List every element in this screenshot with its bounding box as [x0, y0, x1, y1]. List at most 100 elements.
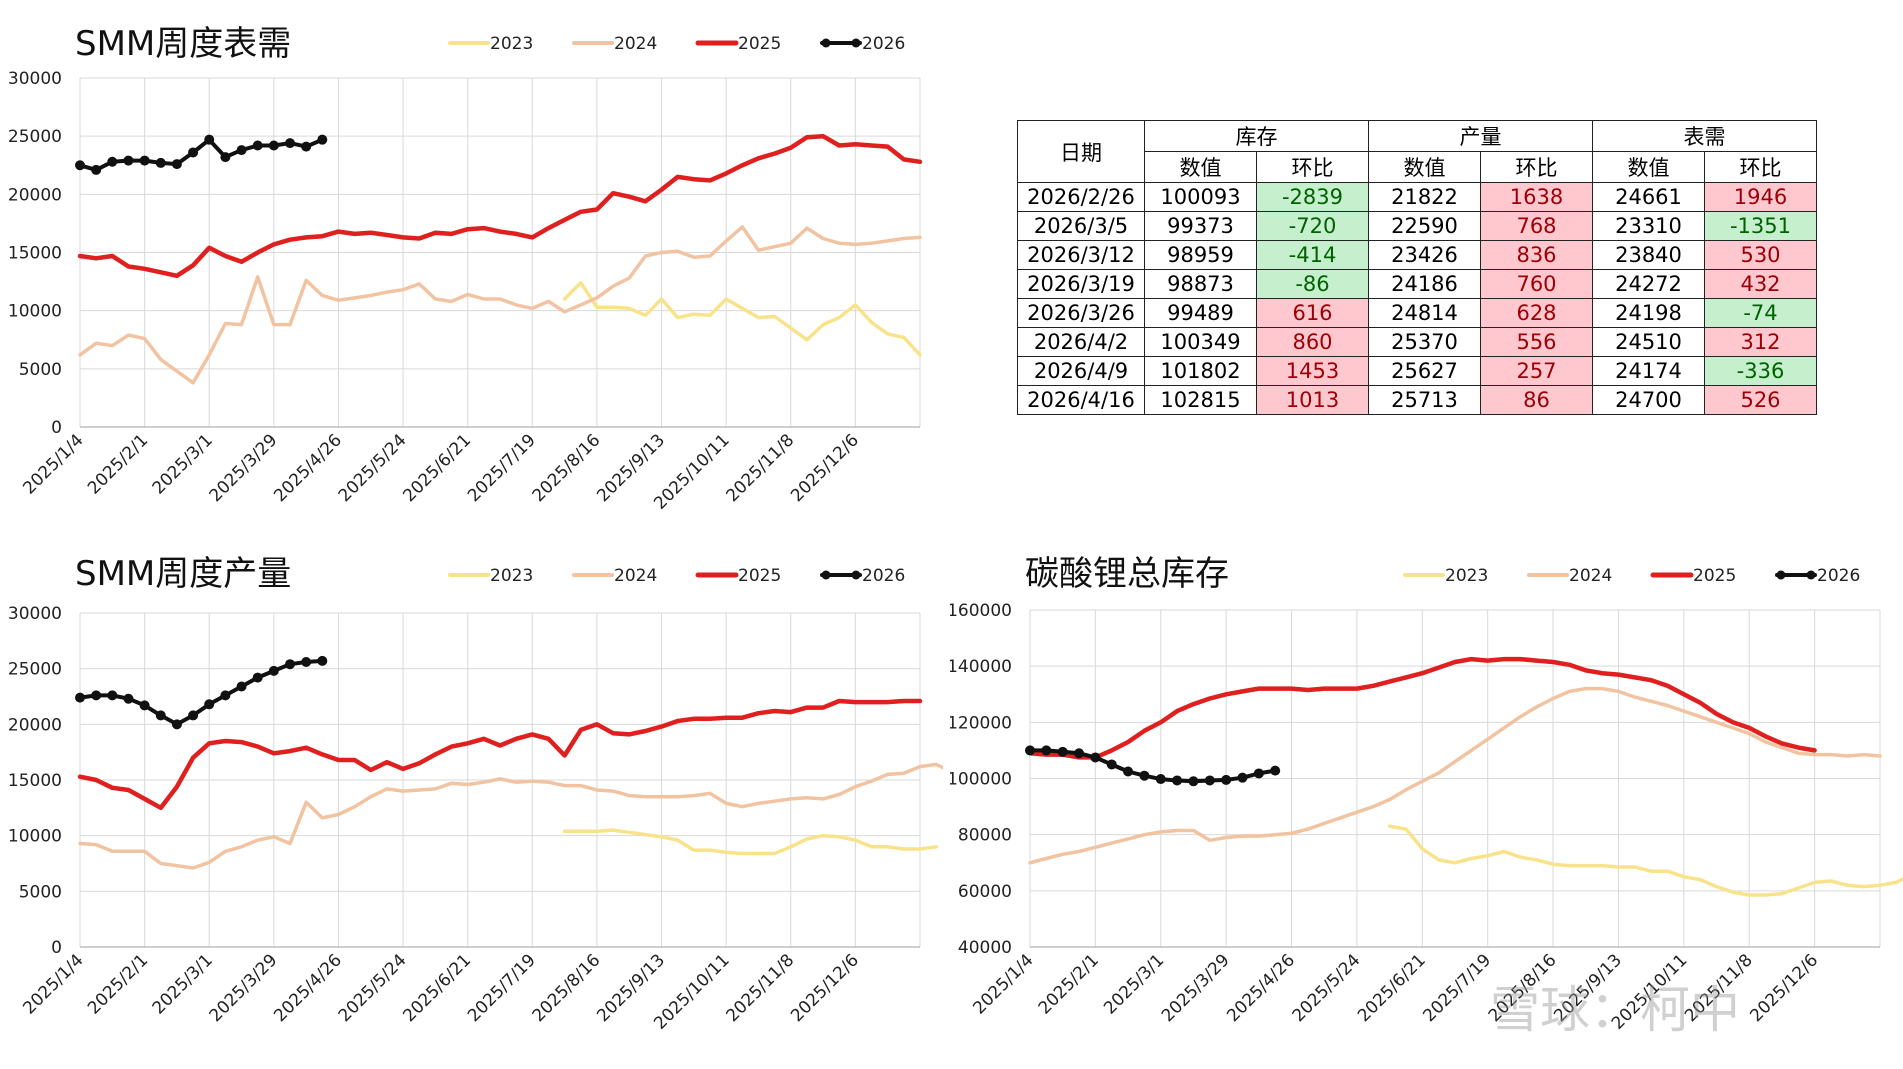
x-tick-label: 2025/6/21	[1354, 950, 1430, 1026]
inv-change: 616	[1256, 298, 1369, 328]
point-2026	[107, 690, 118, 701]
legend-label-2023: 2023	[490, 34, 533, 54]
x-tick-label: 2025/8/16	[529, 950, 605, 1026]
dem-value: 24700	[1592, 385, 1705, 415]
series-line-2024	[78, 762, 955, 870]
legend: 2023 2024 2025 2026	[1403, 566, 1860, 586]
y-tick-label: 10000	[8, 827, 62, 847]
legend-marker	[1776, 570, 1786, 580]
point-2026	[75, 160, 85, 171]
point-2026	[220, 152, 231, 163]
series-line-2025	[1027, 656, 1817, 760]
table-row: 2026/3/19 98873 -86 24186 760 24272 432	[1017, 269, 1817, 299]
point-2026	[1237, 772, 1248, 783]
row-date: 2026/3/5	[1017, 211, 1145, 241]
point-2026	[1139, 770, 1150, 781]
y-tick-label: 160000	[950, 601, 1012, 621]
legend: 2023 2024 2025 2026	[448, 566, 905, 586]
table-row: 2026/3/12 98959 -414 23426 836 23840 530	[1017, 240, 1817, 270]
chart-title: 碳酸锂总库存	[1025, 554, 1229, 594]
dem-value: 24661	[1592, 182, 1705, 212]
x-tick-label: 2025/6/21	[399, 430, 475, 506]
point-2026	[123, 155, 134, 166]
series-line-2025	[77, 133, 923, 279]
inv-value: 99373	[1144, 211, 1257, 241]
table-row: 2026/4/2 100349 860 25370 556 24510 312	[1017, 327, 1817, 357]
point-2026	[285, 138, 295, 149]
x-tick-label: 2025/6/21	[399, 950, 475, 1026]
inv-value: 98873	[1144, 269, 1257, 299]
x-tick-label: 2025/8/16	[529, 430, 605, 506]
chart-panel-demand: SMM周度表需 2023 2024 2025 2026 0 5000 10000 15000 20…	[0, 0, 943, 530]
point-2026	[1221, 774, 1232, 785]
prod-value: 22590	[1368, 211, 1481, 241]
chart-title: SMM周度表需	[75, 24, 291, 64]
inv-value: 102815	[1144, 385, 1257, 415]
x-tick-label: 2025/7/19	[1419, 950, 1495, 1026]
prod-change: 86	[1480, 385, 1593, 415]
x-tick-label: 2025/2/1	[84, 430, 152, 498]
row-date: 2026/4/16	[1017, 385, 1145, 415]
legend-label-2023: 2023	[1445, 566, 1488, 586]
legend-label-2026: 2026	[862, 34, 905, 54]
point-2026	[155, 710, 166, 721]
point-2026	[1106, 759, 1117, 770]
point-2026	[188, 710, 199, 721]
prod-change: 768	[1480, 211, 1593, 241]
point-2026	[252, 672, 263, 683]
prod-value: 24814	[1368, 298, 1481, 328]
series-line-2023	[1387, 824, 1903, 897]
header-dem-change: 环比	[1704, 151, 1817, 183]
prod-change: 628	[1480, 298, 1593, 328]
y-tick-label: 15000	[8, 771, 62, 791]
y-tick-label: 25000	[8, 660, 62, 680]
x-tick-label: 2025/7/19	[464, 950, 540, 1026]
point-2026	[236, 145, 247, 156]
legend-marker	[821, 570, 831, 580]
y-tick-label: 10000	[8, 302, 62, 322]
point-2026	[91, 164, 102, 175]
dem-change: -1351	[1704, 211, 1817, 241]
row-date: 2026/3/19	[1017, 269, 1145, 299]
point-2026	[1041, 745, 1052, 756]
point-2026	[171, 159, 182, 170]
x-tick-label: 2025/12/6	[1746, 950, 1822, 1026]
series-line-2026	[78, 137, 325, 172]
point-2026	[252, 140, 263, 151]
point-2026	[75, 692, 85, 703]
prod-value: 25627	[1368, 356, 1481, 386]
y-tick-label: 20000	[8, 185, 62, 205]
legend-label-2025: 2025	[1693, 566, 1736, 586]
y-tick-label: 25000	[8, 127, 62, 147]
table-row: 2026/3/26 99489 616 24814 628 24198 -74	[1017, 298, 1817, 328]
point-2026	[123, 693, 134, 704]
dem-value: 24174	[1592, 356, 1705, 386]
chart-title: SMM周度产量	[75, 554, 291, 594]
legend-marker	[851, 570, 861, 580]
x-tick-label: 2025/11/8	[723, 950, 799, 1026]
legend-label-2023: 2023	[490, 566, 533, 586]
dem-value: 23840	[1592, 240, 1705, 270]
row-date: 2026/3/12	[1017, 240, 1145, 270]
header-prod-value: 数值	[1368, 151, 1481, 183]
x-tick-label: 2025/4/26	[270, 950, 346, 1026]
point-2026	[220, 690, 231, 701]
dem-change: 312	[1704, 327, 1817, 357]
table-row: 2026/4/16 102815 1013 25713 86 24700 526	[1017, 385, 1817, 415]
dem-change: 1946	[1704, 182, 1817, 212]
inv-change: -2839	[1256, 182, 1369, 212]
prod-change: 1638	[1480, 182, 1593, 212]
x-tick-label: 2025/5/24	[1289, 950, 1365, 1026]
inv-value: 98959	[1144, 240, 1257, 270]
legend-marker	[1806, 570, 1816, 580]
x-tick-label: 2025/3/1	[149, 430, 217, 498]
x-tick-label: 2025/3/29	[206, 950, 282, 1026]
row-date: 2026/4/9	[1017, 356, 1145, 386]
dem-change: 530	[1704, 240, 1817, 270]
y-tick-label: 140000	[950, 657, 1012, 677]
x-tick-label: 2025/12/6	[787, 950, 863, 1026]
y-tick-label: 30000	[8, 69, 62, 89]
point-2026	[204, 699, 215, 710]
header-inv-value: 数值	[1144, 151, 1257, 183]
inv-value: 99489	[1144, 298, 1257, 328]
